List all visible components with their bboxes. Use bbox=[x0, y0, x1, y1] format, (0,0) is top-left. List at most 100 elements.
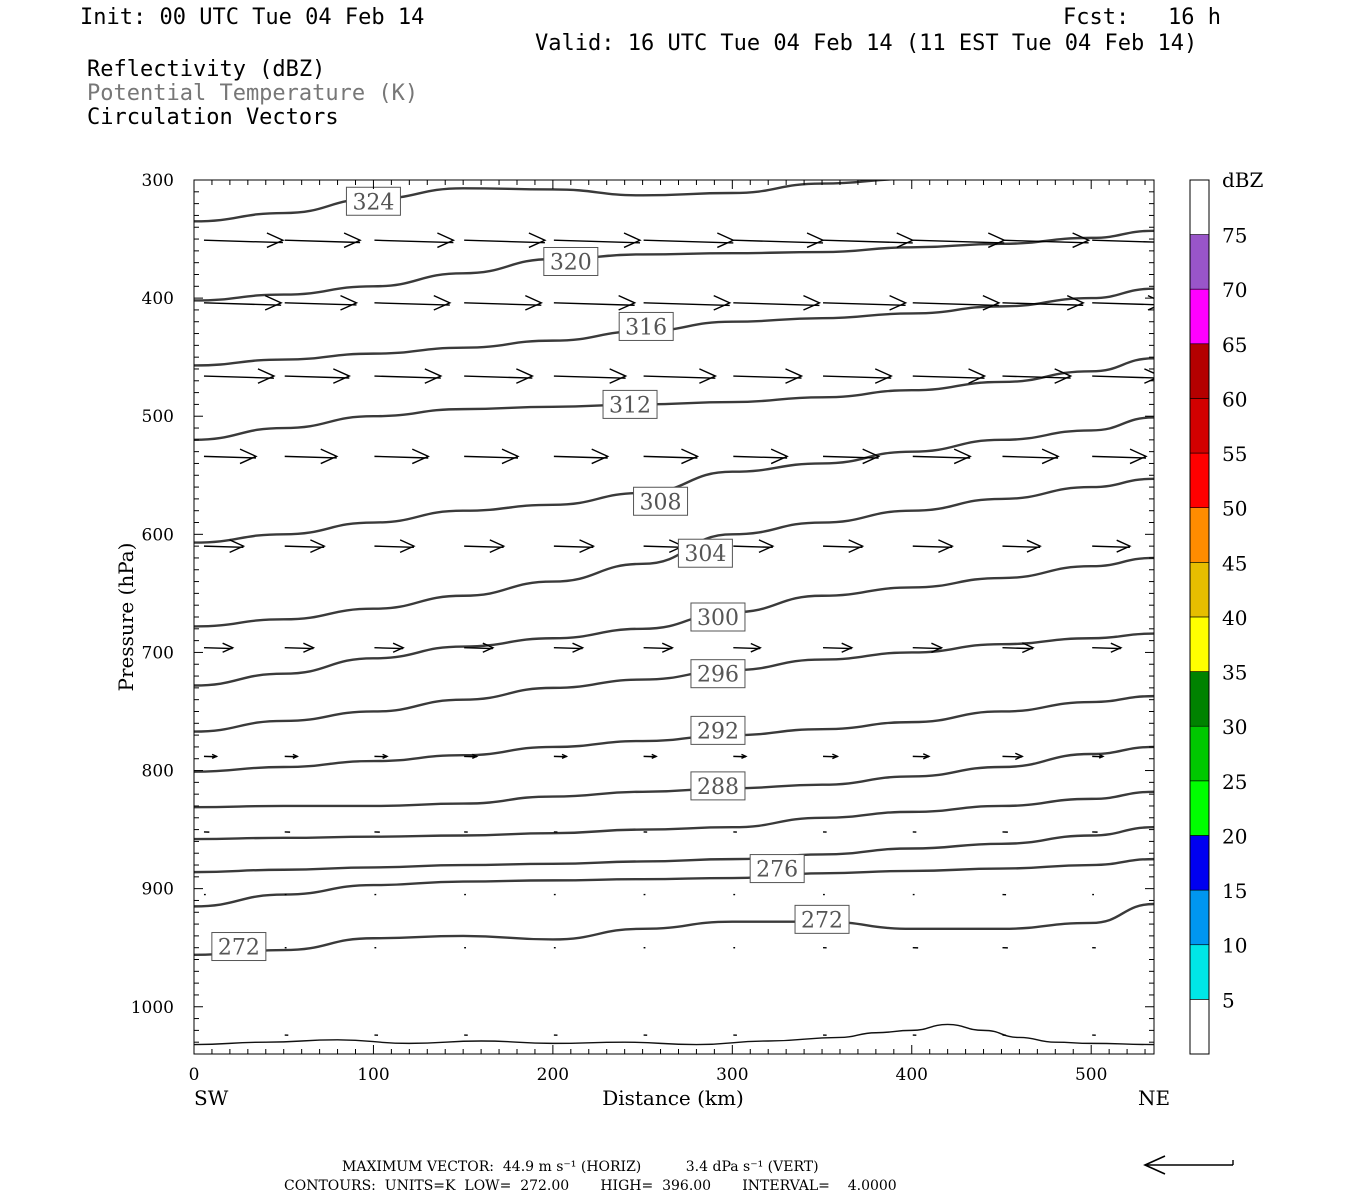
arrow-right-icon bbox=[1110, 642, 1123, 653]
arrow-right-icon bbox=[392, 642, 405, 653]
y-tick-label: 500 bbox=[142, 407, 174, 427]
colorbar-frame bbox=[1189, 179, 1210, 1055]
arrow-right-icon bbox=[1129, 448, 1148, 465]
circulation-vector bbox=[464, 302, 542, 306]
circulation-vector bbox=[464, 239, 545, 244]
y-tick-label: 600 bbox=[142, 525, 174, 545]
arrow-right-icon bbox=[717, 232, 736, 249]
arrow-right-icon bbox=[889, 294, 908, 311]
colorbar-label: 40 bbox=[1222, 606, 1247, 630]
circulation-vector bbox=[464, 375, 533, 379]
reference-vector bbox=[1143, 1155, 1234, 1175]
contour-label: 308 bbox=[640, 490, 682, 515]
arrow-right-icon bbox=[399, 539, 416, 553]
colorbar-segment bbox=[1189, 725, 1210, 782]
circulation-vector bbox=[823, 239, 913, 244]
contour-label-box bbox=[690, 659, 746, 689]
arrow-right-icon bbox=[785, 368, 804, 384]
arrow-right-icon bbox=[320, 448, 339, 465]
arrow-right-icon bbox=[501, 448, 520, 465]
colorbar-label: 50 bbox=[1222, 497, 1247, 521]
x-tick-label: 300 bbox=[716, 1065, 748, 1085]
circulation-vector bbox=[284, 239, 361, 244]
circulation-vector bbox=[1002, 302, 1084, 306]
theta-contour-line bbox=[194, 632, 1154, 733]
arrow-right-icon bbox=[211, 753, 219, 759]
circulation-vector bbox=[553, 302, 635, 306]
y-tick-label: 300 bbox=[142, 171, 174, 191]
arrow-right-icon bbox=[340, 294, 359, 311]
colorbar-label: 65 bbox=[1222, 333, 1247, 357]
arrow-right-icon bbox=[1066, 294, 1085, 311]
circulation-vector bbox=[733, 647, 761, 650]
x-tick-label: 400 bbox=[896, 1065, 928, 1085]
colorbar-label: 30 bbox=[1222, 715, 1247, 739]
circulation-vector bbox=[464, 647, 493, 650]
contour-label-box bbox=[543, 246, 599, 276]
circulation-vector bbox=[1092, 455, 1147, 459]
circulation-vector bbox=[374, 647, 404, 650]
circulation-vector bbox=[643, 375, 716, 379]
arrow-right-icon bbox=[579, 539, 596, 553]
arrow-right-icon bbox=[310, 539, 326, 553]
arrow-right-icon bbox=[896, 232, 915, 249]
arrow-right-icon bbox=[848, 539, 865, 553]
circulation-vector bbox=[912, 375, 985, 379]
arrow-right-icon bbox=[1041, 448, 1060, 465]
arrow-right-icon bbox=[1022, 642, 1035, 654]
contour-label: 304 bbox=[684, 542, 726, 567]
arrow-right-icon bbox=[770, 448, 789, 465]
arrow-right-icon bbox=[938, 539, 954, 553]
circulation-vector bbox=[374, 455, 429, 459]
contour-label: 288 bbox=[697, 775, 739, 800]
circulation-vector bbox=[553, 375, 626, 379]
circulation-vector bbox=[823, 647, 852, 650]
contour-label: 276 bbox=[756, 858, 798, 883]
footer-max-vector: MAXIMUM VECTOR: 44.9 m s⁻¹ (HORIZ) 3.4 d… bbox=[342, 1159, 819, 1175]
arrow-right-icon bbox=[1015, 752, 1024, 761]
theta-contour-line bbox=[194, 790, 1154, 841]
y-tick-label: 800 bbox=[142, 762, 174, 782]
circulation-vector bbox=[643, 545, 684, 549]
footer-contour-info: CONTOURS: UNITS=K LOW= 272.00 HIGH= 396.… bbox=[284, 1178, 897, 1194]
arrow-right-icon bbox=[437, 232, 456, 249]
arrow-right-icon bbox=[424, 368, 443, 384]
arrow-right-icon bbox=[382, 753, 389, 759]
colorbar-label: 20 bbox=[1222, 824, 1247, 848]
circulation-vector bbox=[912, 545, 953, 549]
arrow-right-icon bbox=[528, 232, 547, 249]
field-potential-temperature: Potential Temperature (K) bbox=[87, 81, 419, 106]
contour-label: 272 bbox=[218, 936, 260, 961]
contour-label: 312 bbox=[609, 393, 651, 418]
y-axis-label: Pressure (hPa) bbox=[114, 543, 138, 692]
circulation-vector bbox=[374, 375, 441, 379]
circulation-vector bbox=[553, 647, 583, 650]
arrow-right-icon bbox=[264, 294, 283, 311]
init-time: Init: 00 UTC Tue 04 Feb 14 bbox=[80, 5, 425, 30]
x-axis-label: Distance (km) bbox=[602, 1086, 744, 1110]
arrow-right-icon bbox=[699, 368, 718, 384]
arrow-right-icon bbox=[1098, 754, 1105, 759]
colorbar-label: 60 bbox=[1222, 387, 1247, 411]
arrow-right-icon bbox=[1054, 368, 1073, 384]
circulation-vector bbox=[553, 545, 594, 549]
y-tick-label: 900 bbox=[142, 880, 174, 900]
colorbar-segment bbox=[1189, 234, 1210, 290]
circulation-vector bbox=[912, 239, 1005, 244]
circulation-vector bbox=[1002, 239, 1089, 244]
colorbar-segment bbox=[1189, 835, 1210, 891]
circulation-vector bbox=[203, 647, 233, 650]
x-endpoint-sw: SW bbox=[194, 1086, 229, 1110]
colorbar-segment bbox=[1189, 288, 1210, 345]
circulation-vector bbox=[1092, 302, 1154, 306]
contour-layer bbox=[194, 180, 1154, 1046]
theta-contour-line bbox=[194, 357, 1154, 442]
arrow-right-icon bbox=[661, 642, 675, 653]
arrow-right-icon bbox=[982, 294, 1001, 311]
arrow-right-icon bbox=[472, 753, 479, 759]
x-tick-label: 0 bbox=[189, 1065, 200, 1085]
arrow-right-icon bbox=[651, 753, 658, 759]
theta-contour-line bbox=[194, 902, 1154, 956]
arrow-right-icon bbox=[713, 294, 732, 311]
contour-label-box bbox=[794, 904, 850, 934]
